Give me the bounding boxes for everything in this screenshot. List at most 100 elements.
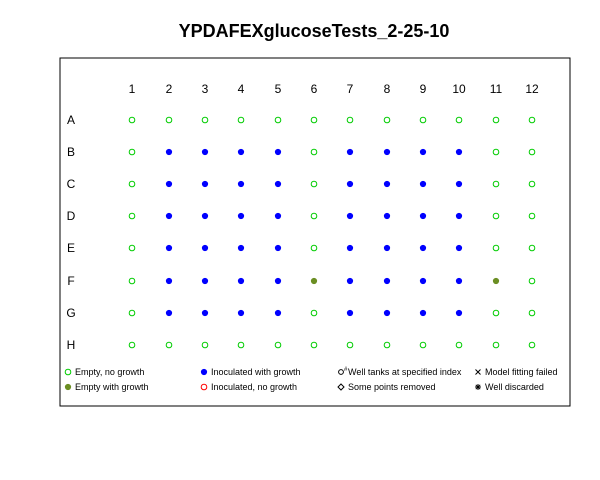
row-labels: A B C D E F G H: [66, 113, 75, 352]
well-C10: [455, 180, 463, 188]
well-C4: [237, 180, 245, 188]
well-D8: [383, 212, 391, 220]
well-G2: [165, 309, 173, 317]
well-markers: [128, 116, 536, 349]
legend-label: Well discarded: [485, 382, 544, 392]
well-A8: [383, 116, 391, 124]
legend-label: Inoculated, no growth: [211, 382, 297, 392]
well-E8: [383, 244, 391, 252]
well-H2: [165, 341, 173, 349]
well-E9: [419, 244, 427, 252]
well-E1: [128, 244, 136, 252]
well-E3: [201, 244, 209, 252]
column-label: 1: [129, 82, 136, 96]
legend-key-f: [475, 369, 481, 375]
well-B3: [201, 148, 209, 156]
well-H6: [310, 341, 318, 349]
legend-label: Empty with growth: [75, 382, 149, 392]
well-A4: [237, 116, 245, 124]
well-D9: [419, 212, 427, 220]
well-E12: [528, 244, 536, 252]
column-label: 12: [525, 82, 539, 96]
well-B12: [528, 148, 536, 156]
legend-key-d: [475, 384, 481, 390]
well-D4: [237, 212, 245, 220]
legend-key-i: [200, 368, 208, 376]
well-C8: [383, 180, 391, 188]
well-D1: [128, 212, 136, 220]
chart-title: YPDAFEXglucoseTests_2-25-10: [179, 21, 450, 41]
well-F1: [128, 277, 136, 285]
plot-frame: [59, 57, 571, 407]
well-C7: [346, 180, 354, 188]
well-H4: [237, 341, 245, 349]
well-G10: [455, 309, 463, 317]
well-D7: [346, 212, 354, 220]
well-F10: [455, 277, 463, 285]
column-label: 8: [384, 82, 391, 96]
well-A10: [455, 116, 463, 124]
row-label: C: [67, 177, 76, 191]
well-E10: [455, 244, 463, 252]
row-label: H: [67, 338, 76, 352]
well-G9: [419, 309, 427, 317]
row-label: F: [67, 274, 74, 288]
well-C6: [310, 180, 318, 188]
well-G1: [128, 309, 136, 317]
well-B10: [455, 148, 463, 156]
well-E7: [346, 244, 354, 252]
well-D2: [165, 212, 173, 220]
well-C1: [128, 180, 136, 188]
column-label: 9: [420, 82, 427, 96]
well-A11: [492, 116, 500, 124]
legend-key-r: [337, 383, 345, 391]
well-C3: [201, 180, 209, 188]
well-B7: [346, 148, 354, 156]
well-D3: [201, 212, 209, 220]
well-F2: [165, 277, 173, 285]
well-E2: [165, 244, 173, 252]
well-E11: [492, 244, 500, 252]
row-label: A: [67, 113, 75, 127]
well-G6: [310, 309, 318, 317]
well-A1: [128, 116, 136, 124]
well-H5: [274, 341, 282, 349]
well-F4: [237, 277, 245, 285]
column-label: 4: [238, 82, 245, 96]
well-B11: [492, 148, 500, 156]
column-label: 6: [311, 82, 318, 96]
legend-key-n: [200, 383, 208, 391]
well-B5: [274, 148, 282, 156]
well-A12: [528, 116, 536, 124]
column-label: 7: [347, 82, 354, 96]
well-A9: [419, 116, 427, 124]
well-H1: [128, 341, 136, 349]
well-E4: [237, 244, 245, 252]
well-F12: [528, 277, 536, 285]
well-A3: [201, 116, 209, 124]
well-F11: [492, 277, 500, 285]
well-G7: [346, 309, 354, 317]
well-E6: [310, 244, 318, 252]
column-label: 2: [166, 82, 173, 96]
column-label: 5: [275, 82, 282, 96]
well-H3: [201, 341, 209, 349]
row-label: E: [67, 241, 75, 255]
well-B9: [419, 148, 427, 156]
well-H12: [528, 341, 536, 349]
column-label: 3: [202, 82, 209, 96]
well-F6: [310, 277, 318, 285]
legend-label: Some points removed: [348, 382, 436, 392]
well-G5: [274, 309, 282, 317]
well-C2: [165, 180, 173, 188]
well-F7: [346, 277, 354, 285]
well-G8: [383, 309, 391, 317]
legend-label: Well tanks at specified index: [348, 367, 462, 377]
well-E5: [274, 244, 282, 252]
column-labels: 1 2 3 4 5 6 7 8 9 10 11 12: [129, 82, 539, 96]
legend-key-t: #: [338, 367, 348, 375]
well-A2: [165, 116, 173, 124]
well-B1: [128, 148, 136, 156]
well-H11: [492, 341, 500, 349]
